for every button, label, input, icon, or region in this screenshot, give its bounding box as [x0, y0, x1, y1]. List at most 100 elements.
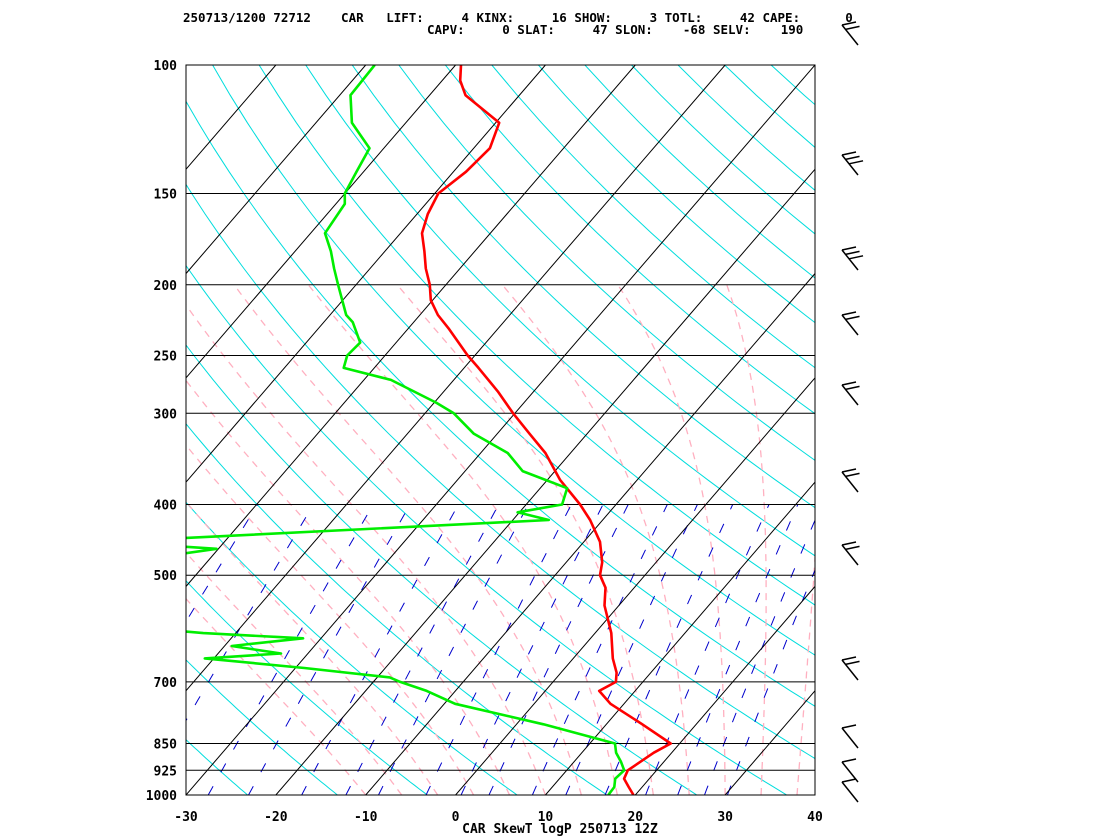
wind-barb-staff [841, 24, 859, 46]
sounding-profiles [186, 65, 673, 795]
dry-adiabat-line [631, 65, 815, 235]
wind-barb [841, 541, 860, 566]
wind-barb-flag [841, 541, 857, 546]
dry-adiabat-line [186, 423, 608, 795]
isotherm-line [365, 272, 815, 795]
wind-barb [841, 246, 864, 271]
isotherm-line [186, 65, 367, 275]
wind-barb-flag [845, 385, 860, 391]
mixing-ratio-line [425, 504, 572, 795]
mixing-ratio-line [345, 504, 500, 795]
dry-adiabat-line [911, 65, 1120, 795]
moist-adiabat-line [186, 551, 403, 795]
temperature-label-0: 0 [452, 810, 460, 825]
pressure-label-925: 925 [154, 764, 177, 779]
dry-adiabat-line [212, 65, 815, 656]
wind-barb [841, 468, 860, 493]
temperature-label-30: 30 [717, 810, 733, 825]
moist-adiabat-line [796, 549, 815, 795]
wind-barb-staff [841, 471, 859, 493]
isotherm-line [186, 65, 815, 795]
wind-barb-staff [841, 781, 859, 803]
wind-barb [841, 381, 860, 406]
wind-barb-flag [841, 468, 857, 473]
wind-barb-flag [841, 778, 857, 783]
wind-barb-flag [841, 21, 857, 26]
isotherm-line [186, 65, 277, 171]
moist-adiabat-line [501, 284, 690, 795]
wind-barb-flag [841, 311, 857, 316]
pressure-tick-labels: 100 150 200 250 300 400 500 700 850 925 1000 [146, 59, 177, 804]
wind-barb-staff [841, 544, 859, 566]
wind-barb-staff [841, 314, 859, 336]
temperature-profile-line [420, 65, 673, 795]
wind-barb [841, 21, 860, 46]
wind-barb-flag [848, 160, 864, 165]
dry-adiabat-line [305, 65, 815, 557]
pressure-label-400: 400 [154, 499, 178, 514]
dry-adiabat-line [186, 183, 815, 760]
isotherm-line [724, 689, 815, 795]
moist-adiabat-line [186, 500, 439, 795]
wind-barb-staff [841, 249, 859, 271]
dry-adiabat-line [351, 65, 815, 509]
pressure-label-700: 700 [154, 676, 178, 691]
temperature-label-10: 10 [538, 810, 554, 825]
dry-adiabat-line [770, 65, 815, 106]
isotherm-line [545, 481, 815, 795]
wind-barb-flag [845, 315, 860, 321]
wind-barb-flag [845, 25, 860, 31]
chart-title: CAR SkewT logP 250713 12Z [462, 822, 658, 837]
wind-barb-flag [845, 660, 860, 666]
wind-barb-flag [845, 545, 860, 551]
header-line-2: CAPV: 0 SLAT: 47 SLON: -68 SELV: 190 [427, 22, 803, 37]
mixing-ratio-line [677, 504, 799, 795]
mixing-ratio-line [645, 504, 770, 795]
dry-adiabat-line [186, 501, 518, 795]
wind-barb [841, 656, 860, 681]
wind-barb-flag [841, 151, 857, 156]
temperature-label--10: -10 [354, 810, 378, 825]
temperature-label--30: -30 [174, 810, 198, 825]
wind-barbs [841, 21, 864, 803]
dry-adiabat-line [957, 65, 1120, 795]
wind-barb-flag [845, 472, 860, 478]
temperature-label-20: 20 [627, 810, 643, 825]
temperature-label-40: 40 [807, 810, 823, 825]
moist-adiabat-line [726, 284, 767, 795]
pressure-label-500: 500 [154, 569, 178, 584]
moist-adiabat-line [617, 284, 726, 795]
dry-adiabat-line [584, 65, 815, 279]
isotherm-line [186, 65, 456, 379]
wind-barb-staff [841, 154, 859, 176]
moist-adiabat-line [307, 284, 618, 795]
wind-barb-flag [841, 656, 857, 661]
moist-adiabat-line [396, 284, 654, 795]
dewpoint-profile-line [186, 65, 626, 795]
isotherm-line [814, 794, 815, 795]
plot-frame [185, 64, 816, 796]
wind-barb [841, 311, 860, 336]
moist-adiabat-line [186, 303, 547, 795]
dry-adiabat-line [186, 580, 428, 795]
pressure-label-300: 300 [154, 407, 178, 422]
temperature-tick-labels: -30 -20 -10 0 10 20 30 40 [174, 810, 823, 825]
wind-barb [841, 724, 859, 749]
dry-adiabat-line [724, 65, 815, 149]
isotherm-line [275, 168, 815, 795]
wind-barb-flag [845, 155, 860, 161]
moist-adiabat-line [186, 597, 367, 795]
header-line-1: 250713/1200 72712 CAR LIFT: 4 KINX: 16 S… [183, 10, 853, 25]
isotherm-line [186, 65, 726, 692]
dry-adiabat-line [258, 65, 815, 606]
wind-barb [841, 778, 859, 803]
isotherm-line [186, 65, 636, 588]
dry-adiabat-line [818, 65, 1120, 795]
wind-barb-flag [841, 758, 857, 763]
pressure-label-150: 150 [154, 188, 178, 203]
wind-barb-staff [841, 659, 859, 681]
dry-adiabat-line [186, 100, 815, 707]
isotherm-line [186, 65, 546, 483]
mixing-ratio-line [726, 568, 815, 795]
